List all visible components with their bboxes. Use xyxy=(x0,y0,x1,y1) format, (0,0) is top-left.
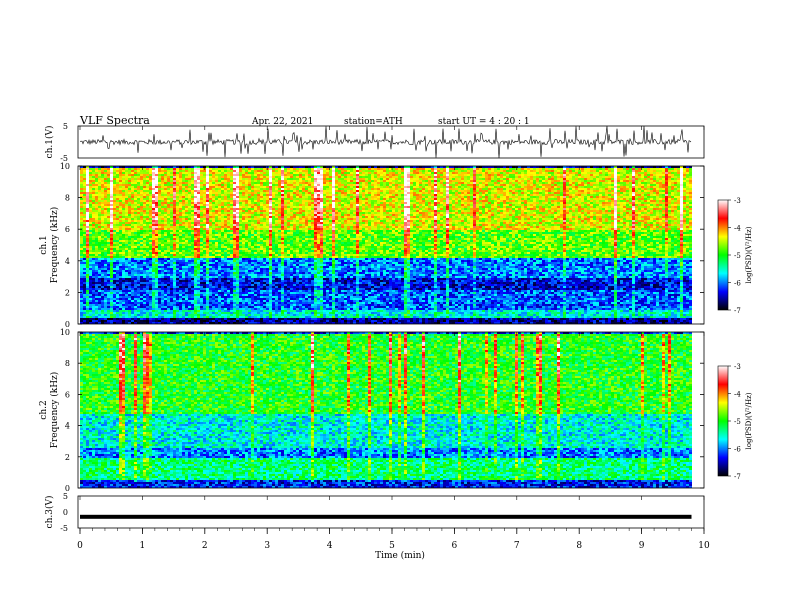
spec1-tick-label: 4 xyxy=(65,257,70,266)
ch2-spec-ylabel-frequency: Frequency (kHz) xyxy=(49,372,60,449)
cbar1-tick-label: -6 xyxy=(734,280,741,288)
x-tick-label: 3 xyxy=(264,541,270,551)
cbar1-label: log(PSD)(V²/Hz) xyxy=(745,226,753,283)
cbar1-tick-label: -4 xyxy=(734,225,741,233)
ch3-wave-tick-bottom: -5 xyxy=(60,524,68,533)
x-axis-label: Time (min) xyxy=(375,550,425,561)
cbar2-tick-label: -4 xyxy=(734,391,741,399)
ch3-wave-tick-top: 5 xyxy=(63,492,68,501)
cbar1-tick-label: -3 xyxy=(734,197,741,205)
spec1-tick-label: 8 xyxy=(65,194,70,203)
cbar1-scale xyxy=(718,200,728,310)
cbar2-tick-label: -5 xyxy=(734,418,741,426)
ch1-wave-ylabel: ch.1(V) xyxy=(44,126,55,159)
start-ut-label: start UT = 4 : 20 : 1 xyxy=(438,117,530,127)
ch1-colorbar: -3 -4 -5 -6 -7 log(PSD)(V²/Hz) xyxy=(718,197,753,315)
x-tick-label: 10 xyxy=(698,541,710,551)
cbar1-tick-label: -5 xyxy=(734,252,741,260)
spec2-tick-label: 10 xyxy=(60,328,70,337)
date-label: Apr. 22, 2021 xyxy=(251,117,313,127)
spec2-tick-label: 8 xyxy=(65,359,70,368)
x-tick-label: 5 xyxy=(389,541,395,551)
spec1-tick-label: 2 xyxy=(65,288,70,297)
ch3-wave-tick-mid: 0 xyxy=(63,508,68,517)
spec2-tick-label: 2 xyxy=(65,453,70,462)
x-tick-label: 1 xyxy=(140,541,146,551)
cbar1-tick-label: -7 xyxy=(734,307,741,315)
x-tick-label: 2 xyxy=(202,541,208,551)
ch2-colorbar: -3 -4 -5 -6 -7 log(PSD)(V²/Hz) xyxy=(718,363,753,481)
ch3-waveform-panel: 5 0 -5 ch.3(V) xyxy=(44,492,704,533)
ch1-waveform-panel: 5 -5 ch.1(V) xyxy=(44,122,704,163)
spec2-tick-label: 4 xyxy=(65,422,70,431)
ch3-wave-ylabel: ch.3(V) xyxy=(44,496,55,529)
ch2-spec-ylabel-channel: ch.2 xyxy=(39,400,49,419)
cbar2-tick-label: -3 xyxy=(734,363,741,371)
ch3-waveform-line xyxy=(80,515,692,519)
spec1-tick-label: 6 xyxy=(65,225,70,234)
ch1-wave-tick-top: 5 xyxy=(63,122,68,131)
ch2-spectrogram xyxy=(80,332,692,488)
x-tick-label: 8 xyxy=(576,541,582,551)
station-label: station=ATH xyxy=(344,117,403,127)
chart-title: VLF Spectra xyxy=(79,114,150,127)
ch1-spec-ylabel-frequency: Frequency (kHz) xyxy=(49,207,60,284)
ch1-spectrogram xyxy=(80,166,692,324)
spec2-tick-label: 6 xyxy=(65,390,70,399)
x-tick-label: 6 xyxy=(452,541,458,551)
spec1-tick-label: 10 xyxy=(60,162,70,171)
cbar2-label: log(PSD)(V²/Hz) xyxy=(745,392,753,449)
x-tick-label: 0 xyxy=(77,541,83,551)
ch1-spec-ylabel-channel: ch.1 xyxy=(39,235,49,254)
x-tick-label: 9 xyxy=(639,541,645,551)
cbar2-scale xyxy=(718,366,728,476)
cbar2-tick-label: -7 xyxy=(734,473,741,481)
x-tick-label: 4 xyxy=(327,541,333,551)
cbar2-tick-label: -6 xyxy=(734,446,741,454)
x-tick-label: 7 xyxy=(514,541,520,551)
